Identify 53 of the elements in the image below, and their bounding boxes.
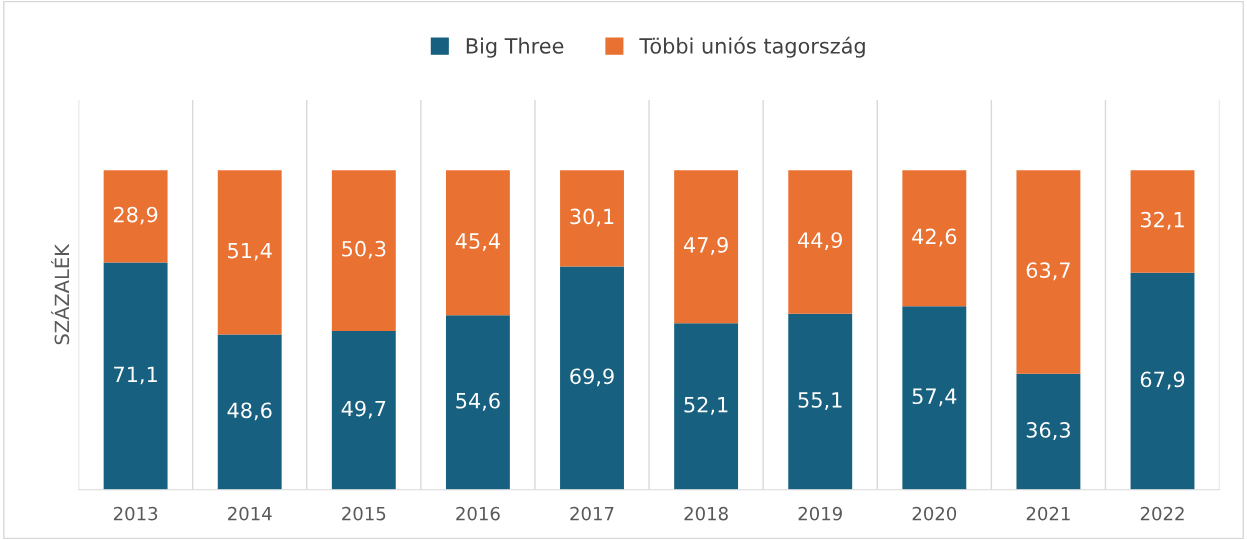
bar [217,334,282,490]
bar [217,170,282,335]
bar [331,330,396,490]
data-label: 52,1 [684,396,728,415]
bar [1130,170,1195,273]
bar [1130,272,1195,490]
y-axis-title: SZÁZALÉK [50,243,70,345]
bar [103,262,168,490]
bar [674,170,739,324]
data-label: 55,1 [798,392,842,410]
data-label: 36,3 [1026,422,1070,440]
x-tick-label: 2016 [456,506,500,521]
data-label: 44,9 [798,232,842,251]
bar [560,266,624,490]
bar [1016,373,1081,490]
x-tick-label: 2021 [1026,506,1070,521]
x-tick-label: 2022 [1140,506,1184,521]
bar [103,170,168,263]
data-label: 69,9 [570,368,614,387]
x-tick-label: 2017 [570,506,614,521]
bar [788,170,853,314]
bar [445,170,510,316]
x-tick-label: 2018 [684,506,728,521]
data-label: 51,4 [228,242,272,261]
data-label: 30,1 [570,208,614,227]
bar [331,170,396,331]
legend-label: Big Three [466,37,564,58]
data-label: 50,3 [342,240,386,259]
data-label: 71,1 [114,366,157,385]
bar [1016,170,1081,374]
bar [902,170,967,307]
data-label: 57,4 [912,388,957,407]
legend-label: Többi uniós tagország [639,36,865,58]
data-label: 49,7 [341,400,386,419]
x-tick-label: 2013 [113,506,158,521]
x-tick-label: 2019 [798,506,842,521]
data-label: 32,1 [1140,211,1184,230]
data-label: 45,4 [455,233,500,251]
data-label: 63,7 [1026,262,1070,281]
bar [445,315,510,490]
data-label: 47,9 [683,237,728,255]
bar [674,323,739,490]
data-label: 28,9 [113,206,158,225]
bar [560,170,624,267]
bar [902,306,967,490]
data-label: 48,6 [227,402,272,421]
data-label: 67,9 [1140,371,1185,390]
data-label: 42,6 [912,228,957,247]
bar [788,313,853,490]
x-tick-label: 2020 [912,506,957,521]
x-tick-label: 2015 [342,506,386,521]
data-label: 54,6 [456,392,500,411]
x-tick-label: 2014 [228,506,272,521]
